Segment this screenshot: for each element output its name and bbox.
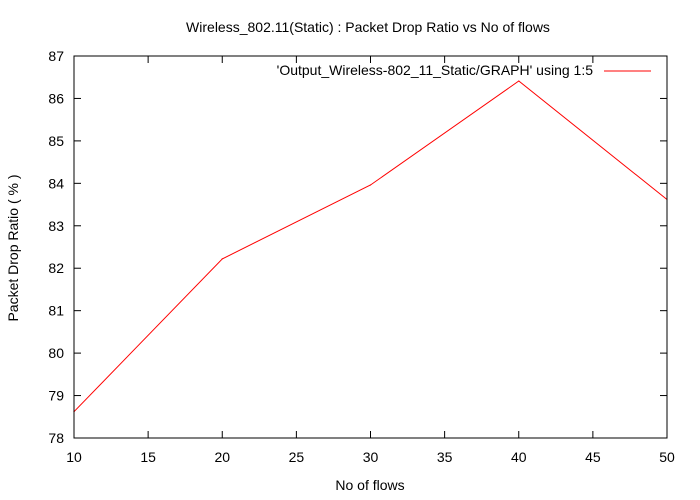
data-point bbox=[518, 80, 520, 82]
data-point bbox=[369, 184, 372, 186]
y-tick-label: 86 bbox=[48, 90, 64, 106]
y-axis-label: Packet Drop Ratio ( % ) bbox=[5, 174, 21, 321]
x-tick-label: 25 bbox=[289, 449, 305, 465]
y-tick-label: 87 bbox=[48, 48, 64, 64]
plot-frame bbox=[73, 55, 668, 439]
legend-series-label: 'Output_Wireless-802_11_Static/GRAPH' us… bbox=[277, 62, 594, 78]
data-point bbox=[221, 258, 223, 260]
y-tick-label: 85 bbox=[48, 133, 64, 149]
chart-title: Wireless_802.11(Static) : Packet Drop Ra… bbox=[186, 19, 550, 35]
y-tick-label: 84 bbox=[48, 175, 64, 191]
y-tick-label: 82 bbox=[48, 260, 64, 276]
x-tick-label: 35 bbox=[437, 449, 453, 465]
series-line-0 bbox=[73, 80, 668, 413]
x-axis-label: No of flows bbox=[335, 477, 404, 493]
x-tick-label: 15 bbox=[140, 449, 156, 465]
x-tick-label: 45 bbox=[585, 449, 601, 465]
y-tick-label: 80 bbox=[48, 345, 64, 361]
x-tick-label: 20 bbox=[214, 449, 230, 465]
y-tick-label: 81 bbox=[48, 303, 64, 319]
y-tick-label: 83 bbox=[48, 218, 64, 234]
x-tick-label: 10 bbox=[66, 449, 82, 465]
tick-marks bbox=[73, 55, 668, 439]
series-layer bbox=[73, 80, 668, 413]
y-tick-label: 78 bbox=[48, 430, 64, 446]
x-tick-label: 30 bbox=[363, 449, 379, 465]
y-tick-label: 79 bbox=[48, 388, 64, 404]
legend: 'Output_Wireless-802_11_Static/GRAPH' us… bbox=[277, 62, 651, 78]
x-tick-label: 40 bbox=[511, 449, 527, 465]
x-tick-label: 50 bbox=[659, 449, 675, 465]
tick-labels: 10 15 20 25 30 35 40 45 50 78 79 80 81 82 83 84 85 86 87 bbox=[48, 48, 675, 465]
